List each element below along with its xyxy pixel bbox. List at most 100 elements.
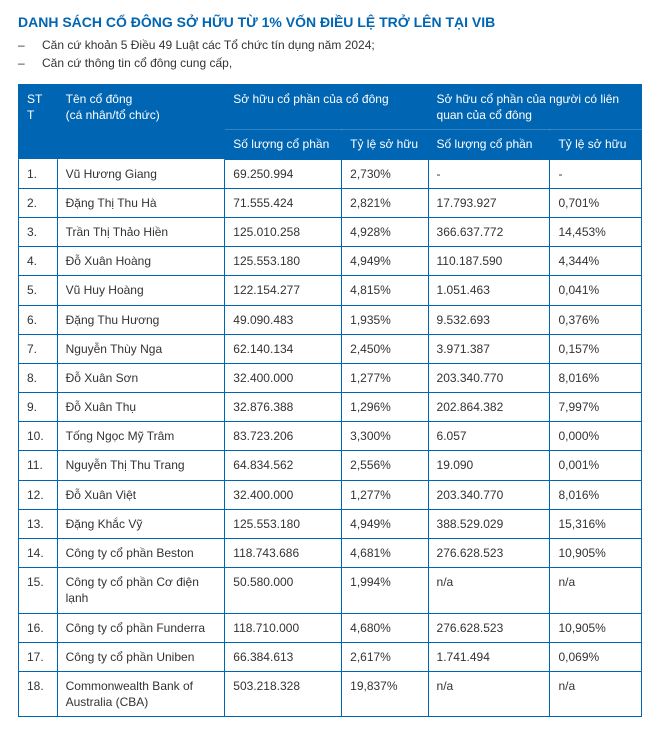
cell-name: Nguyễn Thị Thu Trang <box>57 451 225 480</box>
cell-stt: 3. <box>19 217 58 246</box>
cell-rpct: 10,905% <box>550 539 642 568</box>
cell-stt: 6. <box>19 305 58 334</box>
cell-qty: 71.555.424 <box>225 188 342 217</box>
cell-name: Tống Ngọc Mỹ Trâm <box>57 422 225 451</box>
cell-rqty: 1.051.463 <box>428 276 550 305</box>
col-header-related-qty: Số lượng cổ phần <box>428 130 550 159</box>
cell-pct: 3,300% <box>342 422 428 451</box>
citation-item: – Căn cứ thông tin cổ đông cung cấp, <box>18 54 642 72</box>
cell-rqty: - <box>428 159 550 188</box>
cell-name: Công ty cổ phần Uniben <box>57 642 225 671</box>
table-row: 14.Công ty cổ phần Beston118.743.6864,68… <box>19 539 642 568</box>
cell-rpct: 0,001% <box>550 451 642 480</box>
cell-name: Nguyễn Thùy Nga <box>57 334 225 363</box>
cell-rqty: 6.057 <box>428 422 550 451</box>
cell-name: Đỗ Xuân Sơn <box>57 363 225 392</box>
cell-rqty: n/a <box>428 671 550 716</box>
cell-rqty: 203.340.770 <box>428 480 550 509</box>
cell-rqty: 388.529.029 <box>428 509 550 538</box>
col-header-own-pct: Tỷ lệ sở hữu <box>342 130 428 159</box>
table-row: 12.Đỗ Xuân Việt32.400.0001,277%203.340.7… <box>19 480 642 509</box>
cell-stt: 7. <box>19 334 58 363</box>
cell-stt: 17. <box>19 642 58 671</box>
table-row: 8.Đỗ Xuân Sơn32.400.0001,277%203.340.770… <box>19 363 642 392</box>
cell-pct: 1,994% <box>342 568 428 613</box>
cell-pct: 2,450% <box>342 334 428 363</box>
cell-stt: 9. <box>19 393 58 422</box>
table-row: 3.Trần Thị Thảo Hiền125.010.2584,928%366… <box>19 217 642 246</box>
cell-stt: 18. <box>19 671 58 716</box>
cell-stt: 2. <box>19 188 58 217</box>
col-header-related-pct: Tỷ lệ sở hữu <box>550 130 642 159</box>
cell-rqty: 203.340.770 <box>428 363 550 392</box>
table-row: 13.Đặng Khắc Vỹ125.553.1804,949%388.529.… <box>19 509 642 538</box>
cell-rpct: 15,316% <box>550 509 642 538</box>
col-header-stt: STT <box>19 85 58 160</box>
cell-qty: 50.580.000 <box>225 568 342 613</box>
cell-pct: 2,617% <box>342 642 428 671</box>
cell-qty: 83.723.206 <box>225 422 342 451</box>
cell-pct: 4,949% <box>342 509 428 538</box>
cell-pct: 4,949% <box>342 247 428 276</box>
table-row: 16.Công ty cổ phần Funderra118.710.0004,… <box>19 613 642 642</box>
cell-pct: 2,556% <box>342 451 428 480</box>
cell-name: Công ty cổ phần Cơ điện lạnh <box>57 568 225 613</box>
cell-qty: 69.250.994 <box>225 159 342 188</box>
table-row: 2.Đặng Thị Thu Hà71.555.4242,821%17.793.… <box>19 188 642 217</box>
cell-rqty: 17.793.927 <box>428 188 550 217</box>
cell-stt: 8. <box>19 363 58 392</box>
cell-rqty: 3.971.387 <box>428 334 550 363</box>
cell-name: Đặng Thị Thu Hà <box>57 188 225 217</box>
cell-rpct: 0,069% <box>550 642 642 671</box>
table-row: 1.Vũ Hương Giang69.250.9942,730%-- <box>19 159 642 188</box>
cell-name: Commonwealth Bank of Australia (CBA) <box>57 671 225 716</box>
cell-rqty: 276.628.523 <box>428 613 550 642</box>
cell-stt: 1. <box>19 159 58 188</box>
cell-pct: 1,277% <box>342 363 428 392</box>
col-header-own-qty: Số lượng cổ phần <box>225 130 342 159</box>
cell-name: Đỗ Xuân Thụ <box>57 393 225 422</box>
table-row: 10.Tống Ngọc Mỹ Trâm83.723.2063,300%6.05… <box>19 422 642 451</box>
cell-name: Đỗ Xuân Hoàng <box>57 247 225 276</box>
cell-stt: 16. <box>19 613 58 642</box>
cell-rpct: 0,376% <box>550 305 642 334</box>
cell-rpct: - <box>550 159 642 188</box>
cell-name: Đặng Thu Hương <box>57 305 225 334</box>
cell-rqty: 276.628.523 <box>428 539 550 568</box>
cell-qty: 64.834.562 <box>225 451 342 480</box>
table-row: 6.Đặng Thu Hương49.090.4831,935%9.532.69… <box>19 305 642 334</box>
cell-rpct: 4,344% <box>550 247 642 276</box>
cell-stt: 11. <box>19 451 58 480</box>
cell-rqty: 9.532.693 <box>428 305 550 334</box>
cell-stt: 15. <box>19 568 58 613</box>
citation-item: – Căn cứ khoản 5 Điều 49 Luật các Tổ chứ… <box>18 36 642 54</box>
cell-qty: 503.218.328 <box>225 671 342 716</box>
cell-stt: 13. <box>19 509 58 538</box>
cell-qty: 32.400.000 <box>225 480 342 509</box>
cell-rqty: 1.741.494 <box>428 642 550 671</box>
col-header-shareholder: Tên cổ đông (cá nhân/tổ chức) <box>57 85 225 160</box>
cell-qty: 118.743.686 <box>225 539 342 568</box>
cell-qty: 125.553.180 <box>225 247 342 276</box>
cell-stt: 14. <box>19 539 58 568</box>
citation-text: Căn cứ khoản 5 Điều 49 Luật các Tổ chức … <box>42 36 375 54</box>
cell-qty: 32.876.388 <box>225 393 342 422</box>
cell-rqty: n/a <box>428 568 550 613</box>
cell-qty: 49.090.483 <box>225 305 342 334</box>
cell-rpct: 10,905% <box>550 613 642 642</box>
col-header-own-group: Sở hữu cổ phần của cổ đông <box>225 85 428 130</box>
cell-rqty: 19.090 <box>428 451 550 480</box>
cell-name: Vũ Huy Hoàng <box>57 276 225 305</box>
table-row: 11.Nguyễn Thị Thu Trang64.834.5622,556%1… <box>19 451 642 480</box>
cell-rpct: 0,000% <box>550 422 642 451</box>
cell-name: Công ty cổ phần Funderra <box>57 613 225 642</box>
table-row: 4.Đỗ Xuân Hoàng125.553.1804,949%110.187.… <box>19 247 642 276</box>
cell-qty: 118.710.000 <box>225 613 342 642</box>
cell-pct: 4,680% <box>342 613 428 642</box>
cell-rpct: 0,701% <box>550 188 642 217</box>
cell-pct: 4,681% <box>342 539 428 568</box>
cell-stt: 5. <box>19 276 58 305</box>
cell-rpct: 8,016% <box>550 363 642 392</box>
cell-pct: 4,815% <box>342 276 428 305</box>
cell-pct: 19,837% <box>342 671 428 716</box>
